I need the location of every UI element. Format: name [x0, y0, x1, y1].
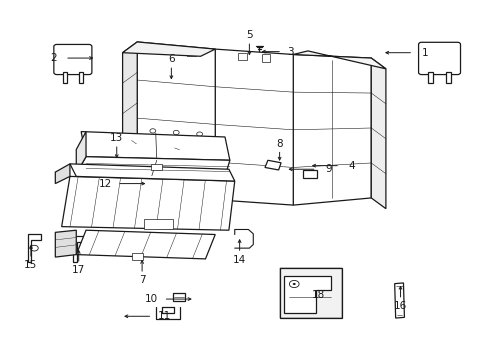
Polygon shape: [293, 51, 385, 69]
Polygon shape: [122, 42, 137, 205]
Bar: [132, 253, 143, 260]
Polygon shape: [284, 276, 330, 314]
Bar: [187, 49, 196, 56]
Text: 4: 4: [348, 161, 354, 171]
Text: 17: 17: [72, 265, 85, 275]
Text: 3: 3: [287, 46, 294, 57]
Bar: [446, 72, 450, 83]
Text: 8: 8: [276, 139, 283, 149]
Polygon shape: [61, 176, 234, 230]
Text: 6: 6: [168, 54, 174, 64]
Polygon shape: [76, 132, 86, 174]
Bar: [143, 220, 172, 229]
Polygon shape: [264, 160, 281, 170]
Polygon shape: [73, 236, 85, 262]
Polygon shape: [76, 230, 215, 259]
Bar: [261, 54, 270, 62]
Text: 13: 13: [110, 133, 123, 143]
Text: 14: 14: [232, 255, 246, 265]
Polygon shape: [55, 230, 76, 257]
Bar: [79, 72, 83, 83]
Bar: [151, 164, 161, 170]
Bar: [427, 72, 432, 83]
Text: 16: 16: [393, 301, 407, 311]
Polygon shape: [394, 283, 404, 318]
Text: 2: 2: [50, 53, 57, 63]
Bar: [156, 46, 164, 53]
Polygon shape: [137, 42, 215, 200]
Bar: [303, 170, 316, 178]
Text: 5: 5: [245, 30, 252, 40]
Text: 10: 10: [145, 294, 158, 304]
Bar: [172, 293, 184, 301]
Polygon shape: [122, 42, 215, 56]
Polygon shape: [215, 49, 293, 205]
Text: 11: 11: [157, 311, 170, 321]
FancyBboxPatch shape: [54, 44, 92, 75]
Circle shape: [292, 283, 295, 285]
Polygon shape: [55, 164, 70, 184]
Polygon shape: [370, 58, 385, 209]
Text: 18: 18: [311, 291, 324, 301]
Text: 1: 1: [421, 48, 427, 58]
FancyBboxPatch shape: [418, 42, 460, 75]
Polygon shape: [293, 54, 370, 205]
Text: 9: 9: [325, 164, 331, 174]
Text: 12: 12: [99, 179, 112, 189]
Polygon shape: [70, 164, 234, 181]
Bar: [280, 268, 341, 318]
Text: 15: 15: [24, 260, 38, 270]
Text: 7: 7: [139, 275, 145, 285]
Bar: [279, 268, 341, 318]
Polygon shape: [27, 234, 41, 262]
Polygon shape: [76, 157, 229, 176]
Bar: [238, 53, 246, 60]
Bar: [62, 72, 67, 83]
Polygon shape: [81, 132, 229, 160]
